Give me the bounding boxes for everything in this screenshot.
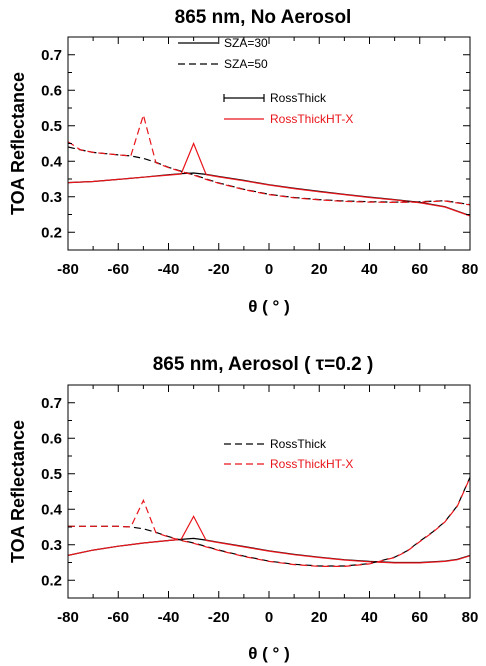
x-tick-label: 40 [361,261,378,278]
y-tick-label: 0.4 [41,501,63,518]
x-tick-label: 20 [311,261,328,278]
series-line-htx_sza50 [68,112,470,206]
x-tick-label: 0 [265,609,273,626]
legend-label: RossThick [270,437,327,451]
y-tick-label: 0.3 [41,189,62,206]
legend-label: SZA=50 [224,57,268,71]
y-axis-label: TOA Reflectance [8,420,28,563]
legend-label: RossThick [270,91,327,105]
x-tick-label: -80 [57,261,79,278]
x-tick-label: 80 [462,261,479,278]
y-tick-label: 0.6 [41,430,62,447]
y-axis-label: TOA Reflectance [8,72,28,215]
x-tick-label: 60 [411,609,428,626]
x-axis-label: θ ( ° ) [248,644,289,663]
y-tick-label: 0.6 [41,82,62,99]
chart-title: 865 nm, Aerosol ( τ=0.2 ) [153,354,374,375]
series-line-rt_sza30 [68,537,470,564]
series-line-rt_sza50 [68,477,470,567]
x-axis-label: θ ( ° ) [248,297,289,316]
x-tick-label: 60 [411,261,428,278]
legend-label: SZA=30 [224,36,268,50]
axes-frame [67,384,471,599]
x-tick-label: -60 [107,609,129,626]
y-tick-label: 0.5 [41,466,62,483]
y-tick-label: 0.7 [41,47,62,64]
series-group [68,477,470,568]
x-tick-label: 80 [462,609,479,626]
x-tick-label: -60 [107,261,129,278]
x-tick-label: -40 [158,609,180,626]
bottom-chart-panel: 865 nm, Aerosol ( τ=0.2 ) TOA Reflectance… [8,354,478,663]
top-chart-panel: 865 nm, No Aerosol TOA Reflectance θ ( ° )… [8,7,478,316]
x-tick-label: -40 [158,261,180,278]
legend-label: RossThickHT-X [270,457,353,471]
series-line-htx_sza50 [68,477,470,568]
x-tick-label: -20 [208,261,230,278]
x-tick-label: 0 [265,261,273,278]
x-tick-label: 20 [311,609,328,626]
axes-frame [67,36,471,251]
y-tick-label: 0.2 [41,224,62,241]
y-tick-label: 0.7 [41,395,62,412]
y-tick-label: 0.3 [41,537,62,554]
x-tick-label: -80 [57,609,79,626]
y-tick-label: 0.5 [41,118,62,135]
y-tick-label: 0.2 [41,572,62,589]
y-tick-label: 0.4 [41,153,63,170]
series-line-rt_sza50 [68,146,470,206]
series-line-htx_sza30 [68,515,470,564]
x-tick-label: 40 [361,609,378,626]
chart-title: 865 nm, No Aerosol [175,7,352,28]
series-line-htx_sza30 [68,141,470,217]
series-group [68,112,470,217]
legend-label: RossThickHT-X [270,112,353,126]
x-tick-label: -20 [208,609,230,626]
